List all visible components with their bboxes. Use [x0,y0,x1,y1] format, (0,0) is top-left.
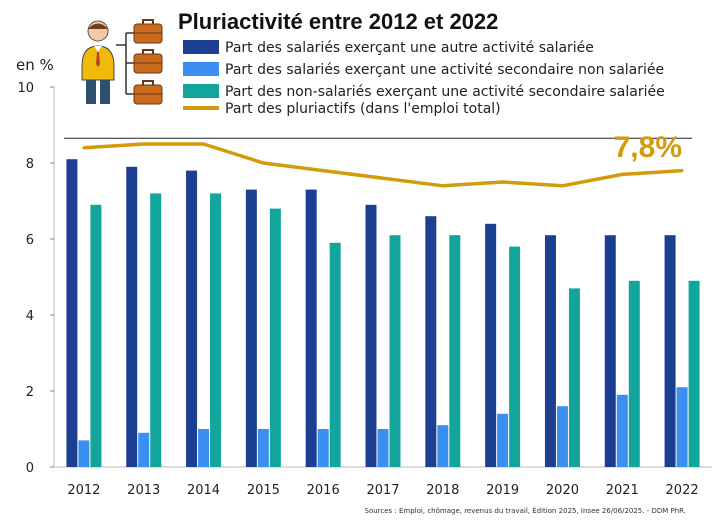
y-tick-label: 6 [26,233,34,248]
bar-series-3-2018 [449,235,461,467]
x-tick-label: 2021 [606,483,639,498]
y-tick-label: 10 [17,81,34,96]
line-point-2012 [82,146,86,150]
bar-series-3-2015 [269,208,281,467]
chart-title: Pluriactivité entre 2012 et 2022 [178,9,498,34]
bar-series-1-2018 [425,216,437,467]
bar-series-3-2019 [509,246,521,467]
legend-label-series-4: Part des pluriactifs (dans l'emploi tota… [225,101,501,117]
legend-swatch-series-3 [183,84,219,98]
bar-series-2-2019 [497,413,509,467]
y-axis-label: en % [16,56,54,74]
bar-series-2-2017 [377,429,389,467]
bar-series-1-2019 [485,223,497,467]
y-tick-label: 0 [26,461,34,476]
line-point-2019 [501,180,505,184]
line-point-2014 [202,142,206,146]
plot-area: 0 2 4 6 8 10 2012 2013 2014 2015 2016 2017 2018 2019 2… [17,81,712,498]
bar-series-2-2018 [437,425,449,467]
callout-last-value: 7,8% [614,131,682,164]
bar-series-3-2014 [210,193,222,467]
line-point-2022 [680,169,684,173]
bar-series-3-2020 [568,288,580,467]
x-tick-label: 2022 [666,483,699,498]
legend-label-series-3: Part des non-salariés exerçant une activ… [225,84,665,100]
x-tick-label: 2012 [67,483,100,498]
x-tick-label: 2018 [426,483,459,498]
legend-swatch-series-1 [183,40,219,54]
bar-series-1-2012 [66,159,78,467]
source-note: Sources : Emploi, chômage, revenus du tr… [365,506,686,515]
bar-series-2-2012 [78,440,90,467]
legend-label-series-1: Part des salariés exerçant une autre act… [225,40,594,56]
bar-series-2-2021 [616,394,628,467]
bar-series-3-2016 [329,242,341,467]
x-tick-label: 2020 [546,483,579,498]
bar-series-1-2015 [245,189,257,467]
bar-series-2-2014 [198,429,210,467]
bar-series-1-2017 [365,204,377,468]
legend-swatch-series-2 [183,62,219,76]
bar-series-2-2016 [317,429,329,467]
bar-series-3-2012 [90,204,102,468]
bar-series-1-2016 [305,189,317,467]
y-tick-label: 2 [26,385,34,400]
bar-series-1-2020 [544,235,556,467]
bar-series-2-2022 [676,387,688,467]
worker-with-briefcases-icon [81,19,163,105]
bar-series-2-2020 [556,406,568,467]
bar-series-3-2022 [688,280,700,467]
line-point-2016 [321,169,325,173]
x-tick-label: 2016 [307,483,340,498]
bar-series-2-2015 [257,429,269,467]
line-point-2018 [441,184,445,188]
x-tick-label: 2019 [486,483,519,498]
bar-series-3-2017 [389,235,401,467]
y-tick-label: 4 [26,309,34,324]
legend-label-series-2: Part des salariés exerçant une activité … [225,62,664,78]
line-point-2013 [142,142,146,146]
x-tick-label: 2013 [127,483,160,498]
x-tick-label: 2014 [187,483,220,498]
bar-series-3-2021 [628,280,640,467]
bar-series-1-2013 [126,166,138,468]
bar-series-3-2013 [150,193,162,467]
line-point-2020 [560,184,564,188]
line-point-2021 [620,172,624,176]
y-tick-label: 8 [26,157,34,172]
bar-series-1-2021 [604,235,616,467]
bar-series-1-2014 [186,170,198,467]
x-tick-label: 2015 [247,483,280,498]
legend: Part des salariés exerçant une autre act… [183,40,665,117]
x-tick-label: 2017 [366,483,399,498]
bar-series-2-2013 [138,432,150,467]
line-point-2015 [261,161,265,165]
bar-series-1-2022 [664,235,676,467]
line-point-2017 [381,176,385,180]
